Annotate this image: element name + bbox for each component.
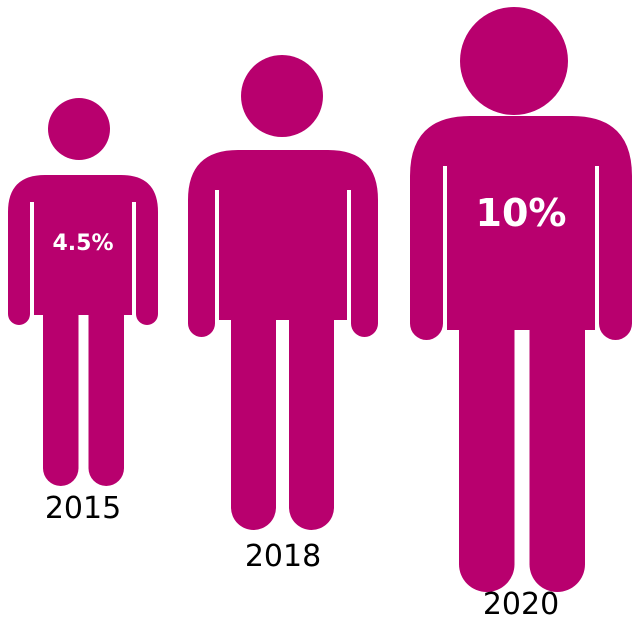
person-right-leg <box>289 318 334 530</box>
person-figure-2020: 10% 2020 <box>410 7 632 618</box>
year-label-2015: 2015 <box>45 491 121 526</box>
person-left-leg <box>231 318 276 530</box>
year-label-2018: 2018 <box>245 539 321 574</box>
person-head <box>460 7 568 115</box>
person-body <box>188 150 378 337</box>
value-label-2020: 10% <box>476 191 567 235</box>
person-body <box>410 116 632 341</box>
year-label-2020: 2020 <box>483 587 559 618</box>
person-head <box>241 55 323 137</box>
person-figure-2015: 4.5% 2015 <box>8 98 158 526</box>
person-head <box>48 98 110 160</box>
person-figure-2018: 2018 <box>188 55 378 574</box>
value-label-2015: 4.5% <box>52 231 113 256</box>
person-body <box>8 175 158 325</box>
person-right-leg <box>88 313 124 486</box>
person-right-leg <box>529 328 585 592</box>
person-left-leg <box>459 328 515 592</box>
person-left-leg <box>43 313 79 486</box>
